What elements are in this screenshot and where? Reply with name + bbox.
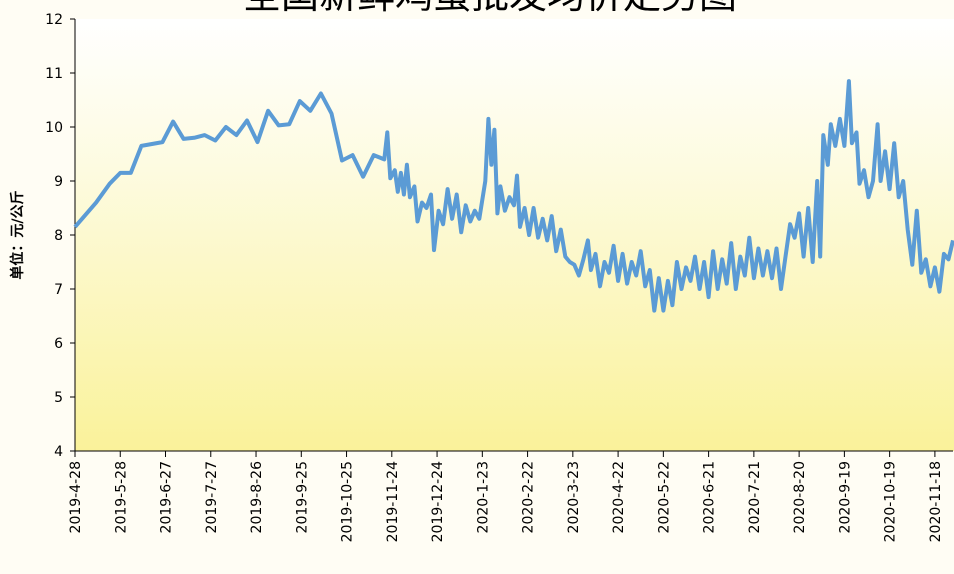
y-tick-label: 5	[54, 390, 63, 406]
x-tick-label: 2020-7-21	[747, 461, 763, 533]
x-tick-label: 2020-10-19	[883, 461, 899, 542]
chart-title: 全国新鲜鸡蛋批发均价走势图	[243, 0, 737, 17]
x-tick-label: 2020-2-22	[521, 461, 537, 533]
x-tick-label: 2019-12-24	[430, 461, 446, 542]
y-tick-label: 4	[54, 444, 63, 460]
y-tick-label: 11	[45, 66, 63, 82]
y-tick-label: 6	[54, 336, 63, 352]
chart: 全国新鲜鸡蛋批发均价走势图 单位：元/公斤 4 5 6 7 8 9 10 11 12 2019-4…	[0, 0, 954, 574]
x-tick-label: 2019-9-25	[294, 461, 310, 533]
y-tick-label: 7	[54, 282, 63, 298]
x-tick-label: 2020-3-23	[566, 461, 582, 533]
x-tick-label: 2019-7-27	[204, 461, 220, 533]
x-tick-label: 2020-11-18	[928, 461, 944, 542]
x-tick-label: 2019-8-26	[249, 461, 265, 534]
x-tick-label: 2019-5-28	[113, 461, 129, 533]
y-tick-label: 8	[54, 228, 63, 244]
y-tick-label: 9	[54, 174, 63, 190]
x-tick-label: 2020-6-21	[702, 461, 718, 533]
x-tick-label: 2020-5-22	[656, 461, 672, 533]
x-tick-label: 2019-4-28	[68, 461, 84, 533]
y-tick-label: 12	[45, 12, 63, 28]
x-tick-label: 2020-4-22	[611, 461, 627, 533]
x-tick-label: 2020-9-19	[837, 461, 853, 533]
y-tick-label: 10	[45, 120, 63, 136]
x-tick-label: 2019-6-27	[159, 461, 175, 533]
x-tick-label: 2020-1-23	[475, 461, 491, 533]
x-tick-label: 2020-8-20	[792, 461, 808, 533]
x-tick-label: 2019-10-25	[340, 461, 356, 542]
y-axis-label: 单位：元/公斤	[9, 190, 26, 279]
x-tick-label: 2019-11-24	[385, 461, 401, 542]
